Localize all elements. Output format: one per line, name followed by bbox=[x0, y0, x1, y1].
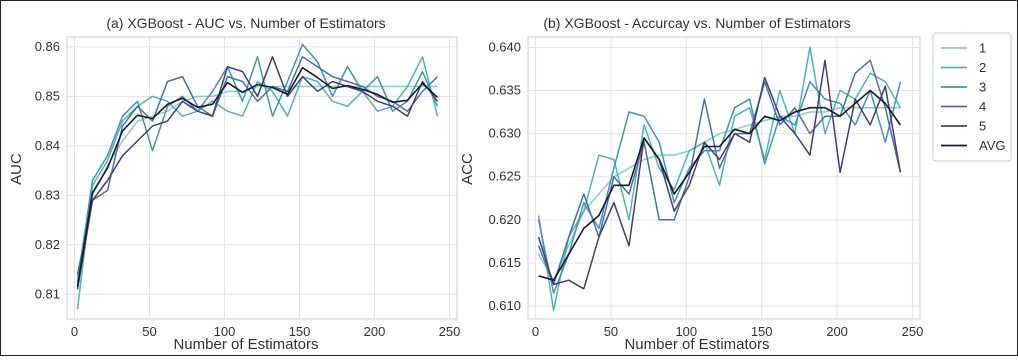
x-axis-title: Number of Estimators bbox=[624, 336, 769, 353]
series-line-5 bbox=[76, 56, 439, 290]
y-axis-title: AUC bbox=[8, 153, 25, 185]
series-line-5 bbox=[537, 59, 902, 290]
y-tick-label: 0.83 bbox=[35, 187, 60, 202]
y-tick-label: 0.610 bbox=[488, 298, 521, 313]
plot-area-border bbox=[527, 36, 921, 320]
chart-title: (b) XGBoost - Accurcay vs. Number of Est… bbox=[543, 15, 850, 31]
x-tick-label: 150 bbox=[751, 324, 773, 339]
y-tick-label: 0.82 bbox=[35, 237, 60, 252]
y-tick-label: 0.635 bbox=[488, 82, 521, 97]
x-tick-label: 0 bbox=[532, 324, 539, 339]
series-line-1 bbox=[537, 106, 901, 281]
series-line-1 bbox=[76, 85, 438, 278]
legend-label: 4 bbox=[979, 99, 986, 114]
x-tick-label: 200 bbox=[826, 324, 848, 339]
plot-area-border bbox=[66, 36, 458, 320]
series-line-avg bbox=[76, 66, 439, 287]
y-tick-label: 0.640 bbox=[488, 39, 521, 54]
accuracy-chart: (b) XGBoost - Accurcay vs. Number of Est… bbox=[459, 15, 923, 353]
x-axis-title: Number of Estimators bbox=[173, 336, 318, 353]
y-tick-label: 0.84 bbox=[35, 138, 60, 153]
y-tick-label: 0.615 bbox=[488, 255, 521, 270]
legend-label: 5 bbox=[979, 119, 986, 134]
chart-title: (a) XGBoost - AUC vs. Number of Estimato… bbox=[106, 15, 385, 31]
x-tick-label: 50 bbox=[604, 324, 618, 339]
auc-chart: (a) XGBoost - AUC vs. Number of Estimato… bbox=[8, 15, 460, 353]
series-line-avg bbox=[538, 89, 902, 282]
legend-label: 2 bbox=[979, 60, 986, 75]
legend-label: 1 bbox=[979, 41, 986, 56]
legend: 1 2 3 4 5 AVG bbox=[932, 32, 1012, 162]
series-line-3 bbox=[537, 81, 902, 294]
y-tick-label: 0.630 bbox=[488, 126, 521, 141]
y-tick-label: 0.625 bbox=[488, 169, 521, 184]
x-tick-label: 250 bbox=[439, 324, 461, 339]
series-line-2 bbox=[537, 46, 902, 312]
y-tick-label: 0.620 bbox=[488, 212, 521, 227]
series-line-3 bbox=[76, 43, 439, 283]
legend-box bbox=[932, 32, 1012, 162]
y-axis-title: ACC bbox=[459, 153, 476, 185]
legend-label: 3 bbox=[979, 80, 986, 95]
x-tick-label: 250 bbox=[902, 324, 924, 339]
y-tick-label: 0.85 bbox=[35, 88, 60, 103]
grid bbox=[67, 37, 457, 319]
x-tick-label: 100 bbox=[214, 324, 236, 339]
legend-label: AVG bbox=[979, 138, 1006, 153]
series-line-4 bbox=[76, 56, 439, 275]
x-tick-label: 200 bbox=[364, 324, 386, 339]
x-tick-label: 150 bbox=[289, 324, 311, 339]
x-tick-label: 0 bbox=[71, 324, 78, 339]
x-tick-label: 50 bbox=[142, 324, 156, 339]
y-tick-label: 0.81 bbox=[35, 286, 60, 301]
y-tick-label: 0.86 bbox=[35, 39, 60, 54]
x-tick-label: 100 bbox=[675, 324, 697, 339]
